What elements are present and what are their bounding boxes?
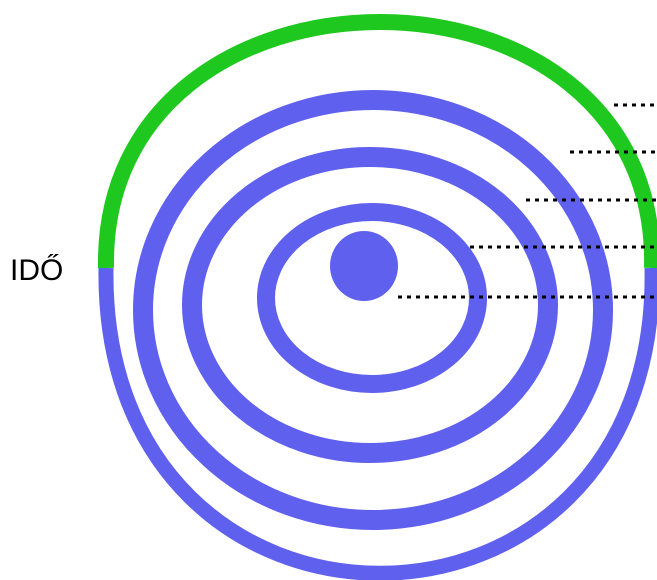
outer-ring-upper [97,14,657,269]
ring [257,203,487,393]
ring [133,90,613,530]
ring [182,147,558,463]
label: IDŐ [10,254,63,287]
core [330,231,398,301]
outer-ring-lower [98,267,657,580]
